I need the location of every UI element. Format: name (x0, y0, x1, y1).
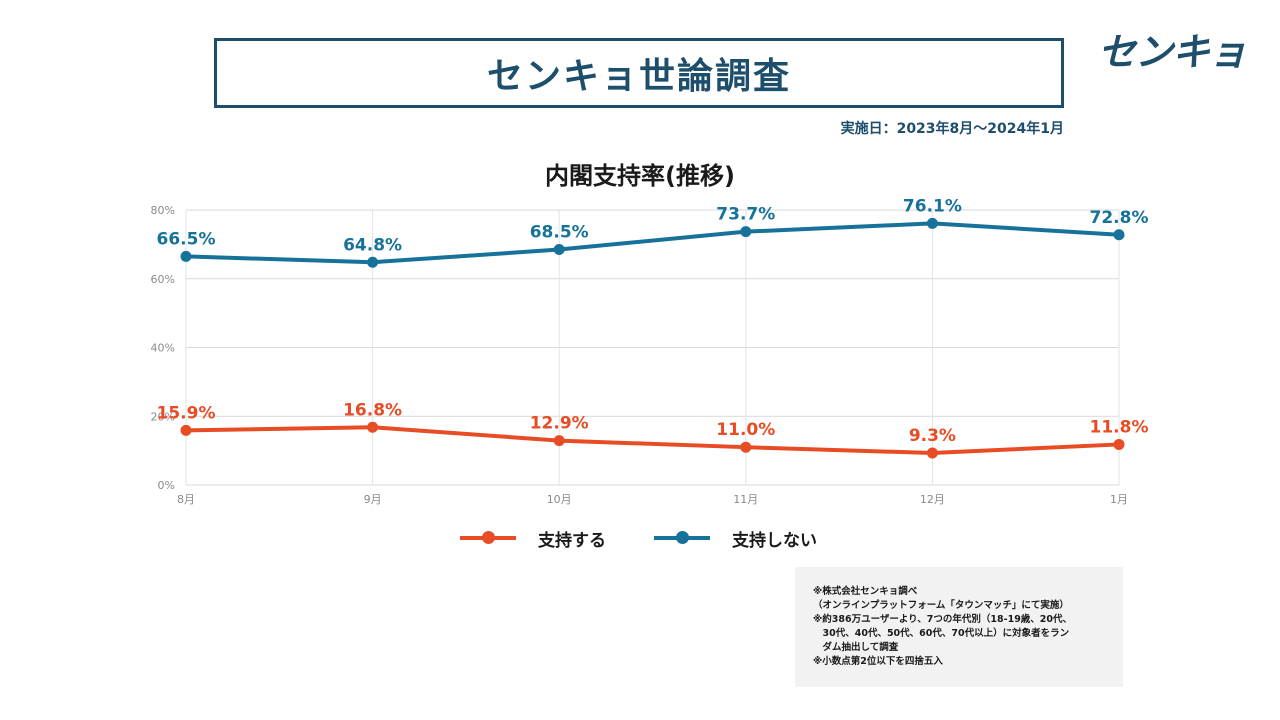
y-tick-label: 20% (151, 410, 175, 423)
legend-label-no-support: 支持しない (732, 530, 817, 551)
data-point (926, 217, 938, 229)
note-line: ※株式会社センキョ調べ (813, 586, 918, 597)
x-tick-label: 9月 (364, 493, 382, 506)
data-label: 15.9% (157, 403, 216, 423)
legend-label-support: 支持する (538, 530, 606, 551)
data-label: 12.9% (530, 414, 589, 434)
title-box: センキョ世論調査 (214, 38, 1064, 108)
data-point (740, 441, 752, 453)
data-label: 11.8% (1090, 417, 1149, 437)
chart-title: 内閣支持率(推移) (545, 162, 735, 190)
data-label: 66.5% (157, 229, 216, 249)
x-tick-label: 12月 (920, 493, 945, 506)
legend-swatch-no-support (654, 524, 710, 552)
data-point (367, 421, 379, 433)
legend-item-no-support: 支持しない (654, 524, 817, 552)
data-label: 11.0% (716, 420, 775, 440)
data-point (926, 447, 938, 459)
note-line: ※小数点第2位以下を四捨五入 (813, 656, 943, 667)
y-tick-label: 40% (151, 342, 175, 355)
data-point (740, 226, 752, 238)
legend-swatch-support (460, 524, 516, 552)
data-point (1113, 438, 1125, 450)
data-label: 64.8% (343, 235, 402, 255)
series-line-0 (184, 425, 1121, 456)
data-label: 68.5% (530, 223, 589, 243)
line-chart: 0% 20% 40% 60% 80% 8月 9月 10月 11月 12月 1月 15.9% 16.8% 1… (151, 196, 1149, 506)
page-title: センキョ世論調査 (486, 56, 791, 97)
x-tick-label: 11月 (733, 493, 758, 506)
y-tick-label: 80% (151, 204, 175, 217)
brand-logo: センキョ (1097, 29, 1247, 74)
x-tick-label: 8月 (177, 493, 195, 506)
data-label: 73.7% (716, 205, 775, 225)
data-label: 76.1% (903, 196, 962, 216)
data-label: 9.3% (909, 426, 956, 446)
x-tick-label: 1月 (1110, 493, 1128, 506)
data-point (1113, 229, 1125, 241)
data-point (180, 424, 192, 436)
notes-box: ※株式会社センキョ調べ （オンラインプラットフォーム「タウンマッチ」にて実施） … (795, 567, 1123, 687)
data-point (180, 250, 192, 262)
data-label: 72.8% (1090, 208, 1149, 228)
y-tick-label: 0% (158, 479, 175, 492)
note-line: ※約386万ユーザーより、7つの年代別（18-19歳、20代、 (813, 614, 1073, 625)
chart-legend: 支持する 支持しない (460, 524, 860, 552)
y-tick-label: 60% (151, 273, 175, 286)
data-point (553, 435, 565, 447)
data-point (367, 256, 379, 268)
survey-date: 実施日：2023年8月～2024年1月 (840, 121, 1064, 137)
note-line: ダム抽出して調査 (813, 642, 899, 653)
legend-item-support: 支持する (460, 524, 606, 552)
note-line: （オンラインプラットフォーム「タウンマッチ」にて実施） (813, 600, 1069, 611)
data-label: 16.8% (343, 400, 402, 420)
note-line: 30代、40代、50代、60代、70代以上）に対象者をラン (813, 628, 1070, 639)
x-tick-label: 10月 (547, 493, 572, 506)
series-line-1 (184, 221, 1121, 265)
data-point (553, 244, 565, 256)
